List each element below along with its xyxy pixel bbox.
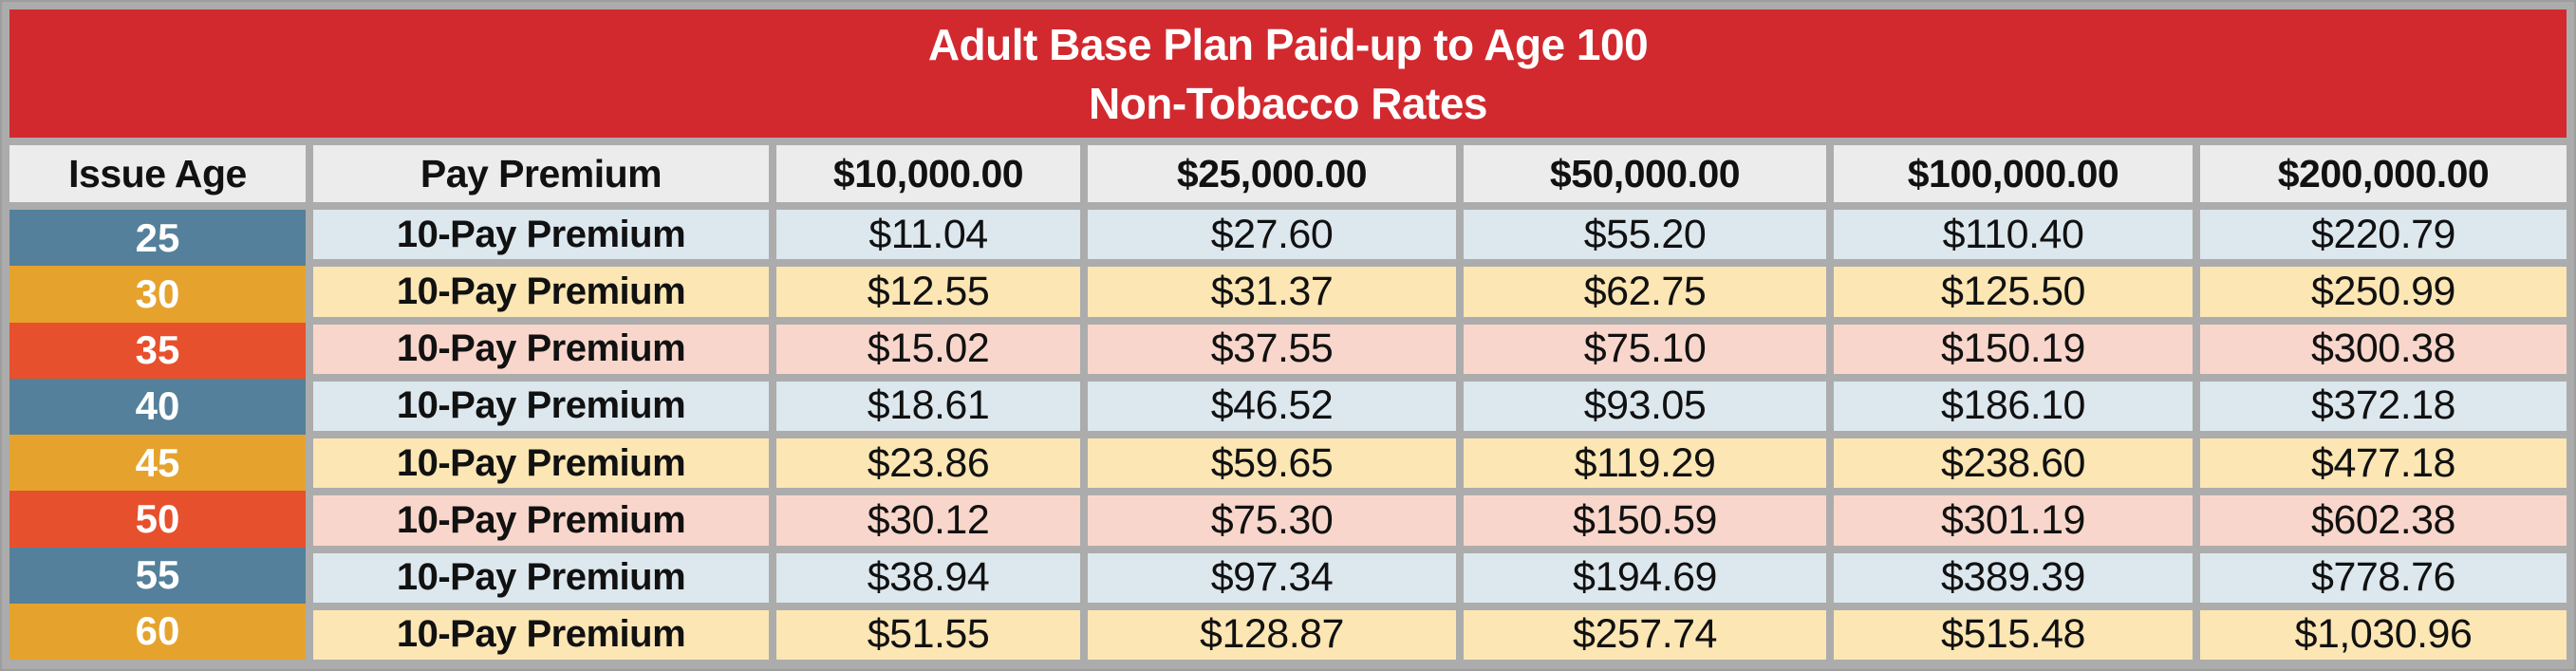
table-row: 10-Pay Premium $12.55 $31.37 $62.75 $125… <box>313 267 2567 317</box>
table-row: 10-Pay Premium $15.02 $37.55 $75.10 $150… <box>313 324 2567 374</box>
rate-cell: $1,030.96 <box>2200 609 2567 660</box>
column-header-50000: $50,000.00 <box>1464 145 1826 202</box>
column-header-pay-premium: Pay Premium <box>313 145 769 202</box>
pay-premium-cell: 10-Pay Premium <box>313 267 769 317</box>
rate-cell: $194.69 <box>1464 552 1826 603</box>
issue-age-cell: 40 <box>9 378 306 435</box>
table-row: 10-Pay Premium $11.04 $27.60 $55.20 $110… <box>313 210 2567 260</box>
rate-cell: $125.50 <box>1834 267 2193 317</box>
issue-age-column: 25 30 35 40 45 50 55 60 <box>9 210 306 660</box>
pay-premium-cell: 10-Pay Premium <box>313 495 769 546</box>
column-header-row: Issue Age Pay Premium $10,000.00 $25,000… <box>9 145 2567 202</box>
rate-cell: $51.55 <box>776 609 1080 660</box>
column-header-200000: $200,000.00 <box>2200 145 2567 202</box>
rate-cell: $778.76 <box>2200 552 2567 603</box>
rate-cell: $257.74 <box>1464 609 1826 660</box>
rate-cell: $110.40 <box>1834 210 2193 260</box>
rate-cell: $55.20 <box>1464 210 1826 260</box>
issue-age-cell: 60 <box>9 603 306 660</box>
pay-premium-cell: 10-Pay Premium <box>313 210 769 260</box>
rate-cell: $75.30 <box>1088 495 1456 546</box>
table-row: 10-Pay Premium $18.61 $46.52 $93.05 $186… <box>313 381 2567 431</box>
rate-cell: $250.99 <box>2200 267 2567 317</box>
pay-premium-cell: 10-Pay Premium <box>313 381 769 431</box>
issue-age-cell: 25 <box>9 210 306 267</box>
rate-cell: $238.60 <box>1834 438 2193 489</box>
rate-cell: $62.75 <box>1464 267 1826 317</box>
table-row: 10-Pay Premium $23.86 $59.65 $119.29 $23… <box>313 438 2567 489</box>
rate-cell: $38.94 <box>776 552 1080 603</box>
pay-premium-cell: 10-Pay Premium <box>313 609 769 660</box>
column-header-100000: $100,000.00 <box>1834 145 2193 202</box>
column-header-10000: $10,000.00 <box>776 145 1080 202</box>
rate-cell: $37.55 <box>1088 324 1456 374</box>
rate-cell: $75.10 <box>1464 324 1826 374</box>
rate-cell: $11.04 <box>776 210 1080 260</box>
rate-cell: $119.29 <box>1464 438 1826 489</box>
rate-cell: $59.65 <box>1088 438 1456 489</box>
issue-age-cell: 35 <box>9 322 306 379</box>
rate-cell: $12.55 <box>776 267 1080 317</box>
pay-premium-cell: 10-Pay Premium <box>313 324 769 374</box>
issue-age-cell: 45 <box>9 435 306 492</box>
rate-cell: $93.05 <box>1464 381 1826 431</box>
table-title: Adult Base Plan Paid-up to Age 100 Non-T… <box>9 9 2567 138</box>
table-row: 10-Pay Premium $51.55 $128.87 $257.74 $5… <box>313 609 2567 660</box>
issue-age-cell: 30 <box>9 266 306 323</box>
pay-premium-cell: 10-Pay Premium <box>313 552 769 603</box>
pay-premium-cell: 10-Pay Premium <box>313 438 769 489</box>
rate-cell: $220.79 <box>2200 210 2567 260</box>
table-body: 25 30 35 40 45 50 55 60 10-Pay Premium $… <box>9 210 2567 660</box>
rate-cell: $372.18 <box>2200 381 2567 431</box>
column-header-25000: $25,000.00 <box>1088 145 1456 202</box>
rate-cell: $15.02 <box>776 324 1080 374</box>
rate-cell: $150.59 <box>1464 495 1826 546</box>
rate-cell: $30.12 <box>776 495 1080 546</box>
rate-cell: $128.87 <box>1088 609 1456 660</box>
rate-cell: $31.37 <box>1088 267 1456 317</box>
title-line-1: Adult Base Plan Paid-up to Age 100 <box>927 19 1649 69</box>
rate-cell: $300.38 <box>2200 324 2567 374</box>
rate-cell: $301.19 <box>1834 495 2193 546</box>
rate-cell: $477.18 <box>2200 438 2567 489</box>
table-row: 10-Pay Premium $38.94 $97.34 $194.69 $38… <box>313 552 2567 603</box>
column-header-issue-age: Issue Age <box>9 145 306 202</box>
issue-age-cell: 50 <box>9 491 306 548</box>
table-row: 10-Pay Premium $30.12 $75.30 $150.59 $30… <box>313 495 2567 546</box>
rate-cell: $150.19 <box>1834 324 2193 374</box>
rate-rows: 10-Pay Premium $11.04 $27.60 $55.20 $110… <box>313 210 2567 660</box>
rate-cell: $18.61 <box>776 381 1080 431</box>
rate-cell: $186.10 <box>1834 381 2193 431</box>
rate-cell: $27.60 <box>1088 210 1456 260</box>
rate-cell: $46.52 <box>1088 381 1456 431</box>
rate-cell: $389.39 <box>1834 552 2193 603</box>
issue-age-cell: 55 <box>9 547 306 604</box>
rate-cell: $515.48 <box>1834 609 2193 660</box>
title-line-2: Non-Tobacco Rates <box>1088 78 1488 128</box>
rate-cell: $602.38 <box>2200 495 2567 546</box>
rate-cell: $23.86 <box>776 438 1080 489</box>
rate-cell: $97.34 <box>1088 552 1456 603</box>
